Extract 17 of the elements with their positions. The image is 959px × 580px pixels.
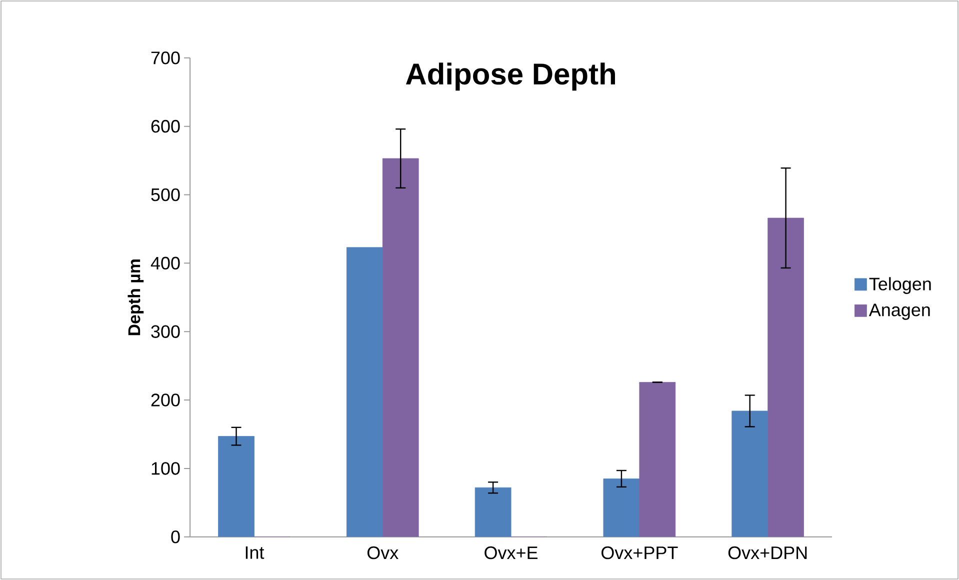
x-tick-label: Ovx xyxy=(367,546,398,560)
y-tick-label: 100 xyxy=(152,462,180,475)
x-tick-label: Ovx+DPN xyxy=(728,546,807,560)
x-tick-label: Ovx+PPT xyxy=(602,546,678,560)
y-tick-label: 400 xyxy=(150,256,180,270)
y-tick-label: 300 xyxy=(151,325,180,338)
legend-label: Anagen xyxy=(868,304,930,320)
x-tick-label: Int xyxy=(246,546,264,559)
y-tick-label: 600 xyxy=(151,120,180,133)
chart-title: Adipose Depth xyxy=(406,62,615,91)
y-axis-title: Depth µm xyxy=(128,260,144,336)
y-tick-label: 0 xyxy=(171,530,180,544)
y-tick-label: 500 xyxy=(151,188,180,202)
y-tick-label: 200 xyxy=(151,394,180,406)
x-tick-label: Ovx+E xyxy=(484,546,538,560)
y-tick-label: 700 xyxy=(151,52,180,64)
legend-label: Telogen xyxy=(869,277,931,294)
